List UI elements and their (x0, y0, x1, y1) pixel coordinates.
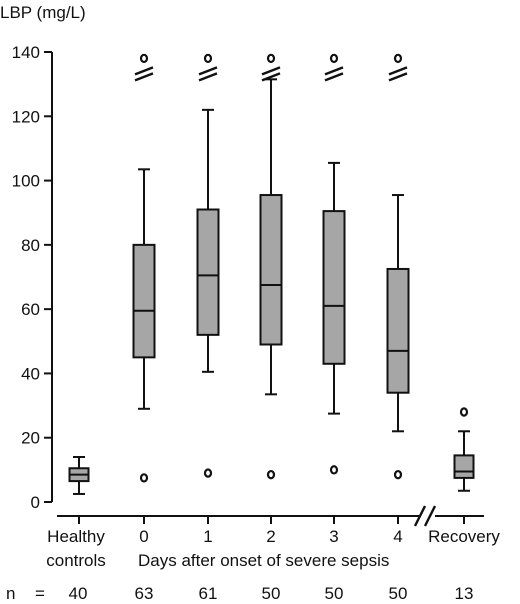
y-tick-label: 0 (31, 493, 40, 512)
sample-size-row: n = 40 63 61 50 50 50 13 (6, 584, 473, 603)
box-iqr (196, 208, 220, 336)
box-group (322, 53, 346, 475)
box-group (453, 407, 475, 492)
value-break-mark (198, 66, 218, 76)
x-axis-label: Days after onset of severe sepsis (138, 551, 389, 570)
box-group (386, 53, 410, 480)
category-label: 3 (329, 527, 338, 546)
value-break-mark (388, 66, 408, 76)
box-group (132, 53, 156, 483)
value-break-mark (198, 72, 218, 82)
category-label: 2 (266, 527, 275, 546)
box-iqr (132, 243, 156, 359)
outlier-point (459, 407, 469, 417)
outlier-point (139, 53, 149, 64)
value-break-mark (324, 66, 344, 76)
outlier-point (139, 473, 149, 483)
box-iqr (322, 210, 346, 365)
category-label: 4 (393, 527, 402, 546)
y-tick-label: 80 (21, 236, 40, 255)
value-break-mark (134, 66, 154, 76)
n-value: 13 (455, 584, 474, 603)
n-equals: = (35, 584, 45, 603)
outlier-point (393, 53, 403, 64)
n-prefix: n (6, 584, 15, 603)
box-group (259, 53, 283, 480)
outlier-point (203, 53, 213, 64)
value-break-mark (261, 66, 281, 76)
value-break-mark (134, 72, 154, 82)
outlier-point (329, 465, 339, 475)
category-label: controls (46, 551, 106, 570)
outlier-point (266, 469, 276, 480)
value-break-mark (388, 72, 408, 82)
outlier-point (393, 469, 403, 480)
n-value: 50 (389, 584, 408, 603)
box-iqr (259, 194, 283, 346)
x-axis: Healthy controls 0 1 2 3 4 Recovery (46, 505, 500, 570)
y-axis-label: LBP (mg/L) (0, 3, 86, 22)
category-label: 1 (203, 527, 212, 546)
y-tick-label: 60 (21, 300, 40, 319)
y-axis: 0 20 40 60 80 100 120 140 (12, 43, 53, 512)
outlier-point (329, 53, 339, 64)
n-value: 40 (69, 584, 88, 603)
box-group (196, 53, 220, 478)
n-value: 50 (325, 584, 344, 603)
value-break-mark (261, 72, 281, 82)
y-tick-label: 140 (12, 43, 40, 62)
y-tick-label: 40 (21, 364, 40, 383)
outlier-point (203, 468, 213, 478)
category-label: Recovery (428, 527, 500, 546)
category-label: 0 (139, 527, 148, 546)
n-value: 50 (262, 584, 281, 603)
axis-break-mark (413, 505, 427, 527)
n-value: 61 (199, 584, 218, 603)
outlier-point (266, 53, 276, 64)
box-iqr (453, 454, 475, 479)
y-tick-label: 100 (12, 172, 40, 191)
y-tick-label: 120 (12, 107, 40, 126)
box-group (68, 456, 90, 495)
box-iqr (386, 267, 410, 394)
value-break-mark (324, 72, 344, 82)
y-tick-label: 20 (21, 429, 40, 448)
axis-break-mark (423, 505, 437, 527)
category-label: Healthy (47, 527, 105, 546)
n-value: 63 (135, 584, 154, 603)
boxes (68, 53, 475, 495)
